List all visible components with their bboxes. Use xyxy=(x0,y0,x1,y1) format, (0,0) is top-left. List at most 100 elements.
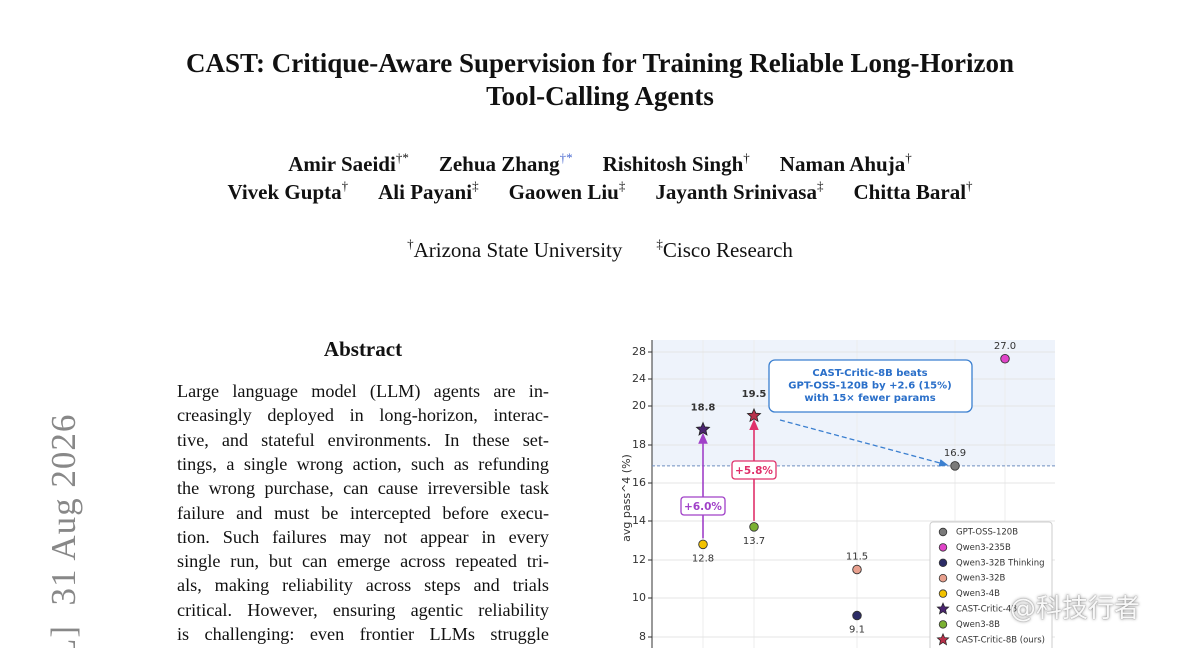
author-name: Naman Ahuja xyxy=(779,152,906,176)
author-name: Zehua Zhang xyxy=(438,152,560,176)
author-name: Amir Saeidi xyxy=(288,152,396,176)
value-label: 16.9 xyxy=(944,448,966,459)
value-label: 11.5 xyxy=(846,552,868,563)
abstract-line: the wrong purchase, can cause irreversib… xyxy=(177,478,549,499)
author: Vivek Gupta† xyxy=(227,179,348,204)
callout-text: GPT-OSS-120B by +2.6 (15%) xyxy=(788,381,951,392)
legend-marker xyxy=(938,574,948,583)
author-mark: †* xyxy=(559,150,573,165)
gain-label: +6.0% xyxy=(684,501,722,513)
y-tick-label: 14 xyxy=(632,514,646,527)
legend-label: Qwen3-32B Thinking xyxy=(956,558,1044,568)
watermark: @科技行者 xyxy=(1010,594,1141,624)
y-tick-label: 28 xyxy=(632,345,646,358)
point xyxy=(852,610,862,621)
abstract-line: als, making reliability across steps and… xyxy=(177,575,549,596)
author: Chitta Baral† xyxy=(853,178,973,204)
y-tick-label: 20 xyxy=(632,399,646,412)
gain-label: +5.8% xyxy=(735,465,773,477)
y-axis-label: avg pass^4 (%) xyxy=(620,454,633,542)
point xyxy=(852,564,862,575)
legend-label: Qwen3-32B xyxy=(956,574,1006,584)
affiliation-name: Cisco Research xyxy=(662,238,793,262)
author: Amir Saeidi†* xyxy=(288,150,409,176)
y-tick-label: 8 xyxy=(639,630,646,643)
y-tick-label: 16 xyxy=(632,476,646,489)
point xyxy=(950,461,960,471)
callout-text: CAST-Critic-8B beats xyxy=(812,368,927,379)
author-mark: ‡ xyxy=(472,178,479,193)
author: Naman Ahuja† xyxy=(779,150,912,176)
author-name: Jayanth Srinivasa xyxy=(655,180,817,204)
legend-marker xyxy=(936,602,950,615)
author: Zehua Zhang†* xyxy=(438,150,573,176)
star-point xyxy=(695,421,711,436)
author-row: Amir Saeidi†* Zehua Zhang†* Rishitosh Sing… xyxy=(0,150,1200,177)
abstract-line: critical. However, ensuring agentic reli… xyxy=(177,599,549,620)
author-name: Vivek Gupta xyxy=(227,180,342,204)
legend-label: GPT-OSS-120B xyxy=(956,528,1018,538)
author: Ali Payani‡ xyxy=(378,178,479,204)
y-tick-label: 18 xyxy=(632,438,646,451)
author-mark: † xyxy=(905,150,912,165)
author: Rishitosh Singh† xyxy=(602,150,750,176)
point xyxy=(1000,354,1010,364)
gain-box xyxy=(680,496,726,516)
legend-marker xyxy=(938,527,948,537)
legend-marker xyxy=(938,620,948,629)
affiliations: †Arizona State University ‡Cisco Research xyxy=(0,236,1200,263)
callout-arrow xyxy=(779,419,949,467)
star-point xyxy=(746,407,762,423)
callout-text: with 15× fewer params xyxy=(804,393,935,404)
value-label: 27.0 xyxy=(994,341,1016,352)
legend-label: CAST-Critic-8B (ours) xyxy=(956,635,1045,645)
value-label: 12.8 xyxy=(692,553,714,564)
y-tick-label: 10 xyxy=(632,591,646,604)
author: Gaowen Liu‡ xyxy=(508,178,626,204)
gain-box xyxy=(731,460,777,480)
affiliation-mark: † xyxy=(407,236,414,251)
abstract-line: creasingly deployed in long-horizon, int… xyxy=(177,405,549,426)
y-tick-label: 12 xyxy=(632,553,646,566)
abstract-line: is challenging: even frontier LLMs strug… xyxy=(177,624,549,644)
legend-marker xyxy=(936,632,950,646)
abstract-line: tion. Such failures may not appear in ev… xyxy=(177,526,549,547)
title-line: Tool-Calling Agents xyxy=(486,81,714,111)
author-name: Ali Payani xyxy=(378,180,473,204)
legend-label: Qwen3-235B xyxy=(956,543,1011,553)
point xyxy=(749,522,759,532)
author-mark: † xyxy=(966,178,973,193)
legend-marker xyxy=(938,558,948,567)
abstract-line: Large language model (LLM) agents are in… xyxy=(177,381,549,401)
abstract-line: single run, but can emerge across repeat… xyxy=(177,551,549,572)
point xyxy=(698,539,708,550)
value-label: 18.8 xyxy=(691,402,716,413)
legend-marker xyxy=(938,543,948,552)
affiliation-name: Arizona State University xyxy=(413,238,623,262)
callout-box xyxy=(768,359,973,413)
legend-label: CAST-Critic-4B xyxy=(956,605,1017,615)
y-tick-label: 24 xyxy=(632,372,646,385)
abstract-line: failure and must be intercepted before e… xyxy=(177,502,549,523)
value-label: 13.7 xyxy=(743,536,765,547)
author: Jayanth Srinivasa‡ xyxy=(655,178,824,204)
legend-box xyxy=(929,521,1053,648)
author-name: Gaowen Liu xyxy=(508,180,619,204)
author-mark: † xyxy=(743,150,750,165)
author-name: Chitta Baral xyxy=(853,180,967,204)
abstract-line: tive, and stateful environments. In thes… xyxy=(177,429,549,450)
author-mark: ‡ xyxy=(816,178,824,193)
author-name: Rishitosh Singh xyxy=(602,152,744,176)
affiliation: †Arizona State University xyxy=(407,236,623,262)
affiliation-mark: ‡ xyxy=(656,236,663,251)
legend-label: Qwen3-4B xyxy=(956,589,1000,599)
author-mark: ‡ xyxy=(618,178,626,193)
legend-label: Qwen3-8B xyxy=(956,620,1000,630)
abstract-line: tings, a single wrong action, such as re… xyxy=(177,453,549,474)
author-row: Vivek Gupta† Ali Payani‡ Gaowen Liu‡ Jayant… xyxy=(0,178,1200,205)
abstract-heading: Abstract xyxy=(323,337,403,361)
author-mark: †* xyxy=(395,150,409,165)
value-label: 9.1 xyxy=(849,625,865,636)
